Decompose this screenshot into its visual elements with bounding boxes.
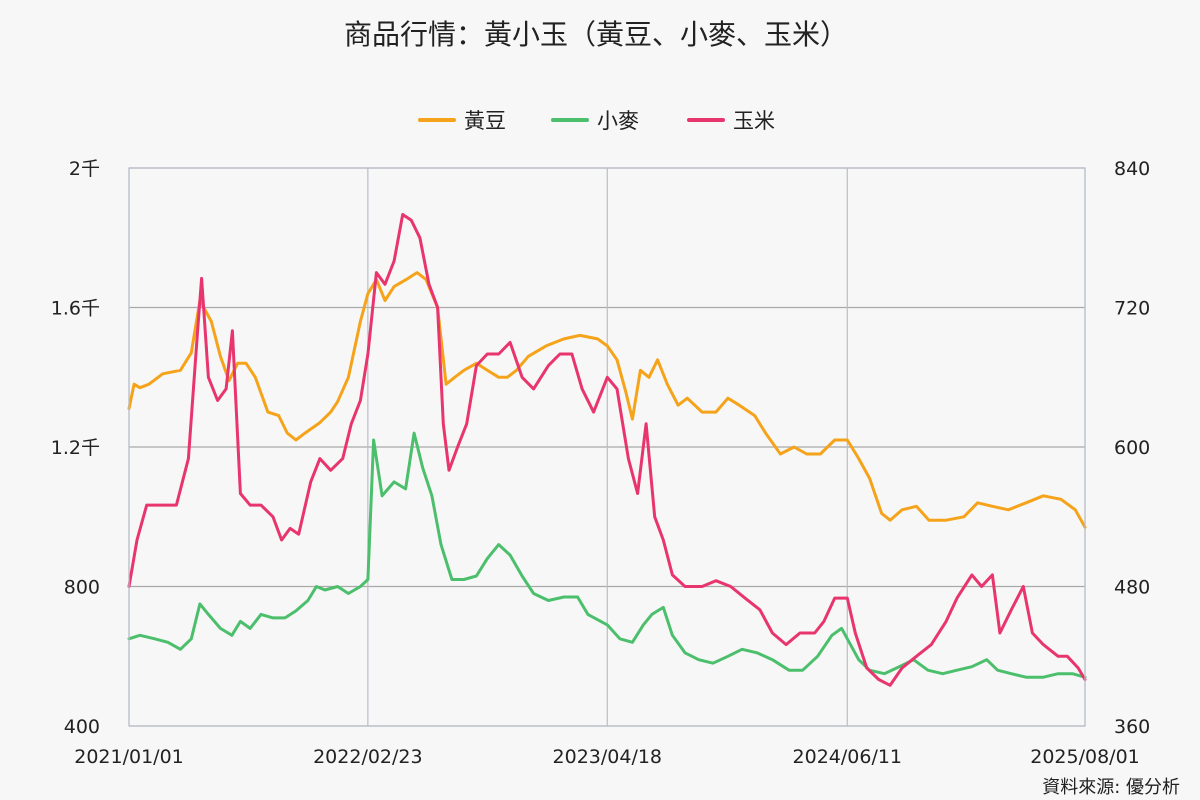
legend-label-2: 玉米	[733, 109, 775, 133]
x-tick-label: 2024/06/11	[793, 746, 903, 768]
chart-title: 商品行情：黃小玉（黃豆、小麥、玉米）	[344, 18, 848, 51]
right-tick-label: 600	[1114, 437, 1150, 459]
x-tick-label: 2023/04/18	[553, 746, 663, 768]
plot-area-border	[128, 167, 1086, 727]
series-line-2	[127, 213, 1087, 687]
x-tick-label: 2021/01/01	[74, 746, 184, 768]
left-tick-label: 800	[64, 577, 100, 599]
legend-label-0: 黃豆	[464, 109, 506, 133]
right-tick-label: 480	[1114, 577, 1150, 599]
left-tick-label: 1.6千	[51, 298, 100, 320]
left-tick-label: 400	[64, 716, 100, 738]
series-layer	[127, 213, 1087, 687]
left-tick-label: 1.2千	[51, 437, 100, 459]
legend-label-1: 小麥	[597, 109, 639, 133]
grid	[128, 167, 1086, 727]
data-source-note: 資料來源: 優分析	[1042, 777, 1180, 798]
right-tick-label: 840	[1114, 158, 1150, 180]
series-line-0	[127, 271, 1087, 529]
series-line-1	[127, 431, 1087, 679]
left-tick-label: 2千	[69, 158, 100, 180]
right-tick-label: 720	[1114, 298, 1150, 320]
right-tick-label: 360	[1114, 716, 1150, 738]
x-tick-label: 2025/08/01	[1030, 746, 1140, 768]
x-axis: 2021/01/01 2022/02/23 2023/04/18 2024/06/11…	[74, 746, 1140, 768]
x-tick-label: 2022/02/23	[313, 746, 423, 768]
legend: 黃豆 小麥 玉米	[418, 109, 775, 133]
right-axis: 360 480 600 720 840	[1114, 158, 1150, 738]
left-axis: 400 800 1.2千 1.6千 2千	[51, 158, 100, 738]
